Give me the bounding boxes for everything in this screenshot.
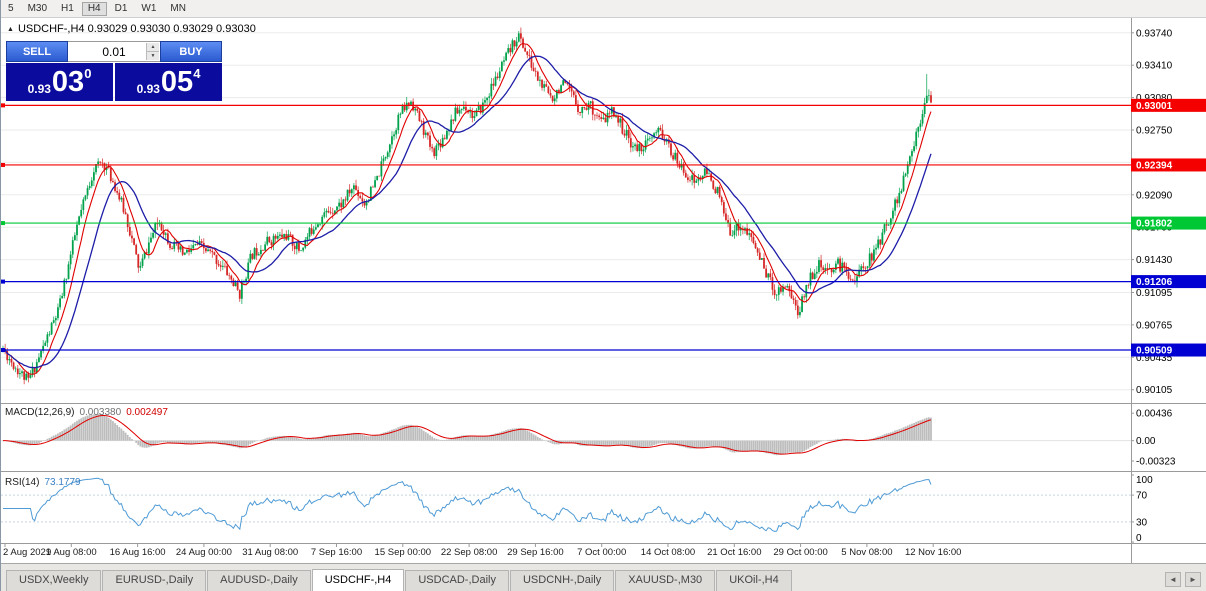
lot-size-value: 0.01 [102,44,126,59]
rsi-axis-label: 70 [1136,491,1148,502]
chart-area[interactable]: 0.937400.934100.930800.927500.924200.920… [1,18,1206,563]
symbol-tab-ukoil-h4[interactable]: UKOil-,H4 [716,570,792,591]
rsi-label: RSI(14) 73.1779 [5,477,81,488]
hline-handle[interactable] [1,279,5,284]
buy-price-prefix: 0.93 [136,82,160,96]
tab-scroll-right-icon[interactable]: ► [1185,572,1201,587]
symbol-tab-xauusd-m30[interactable]: XAUUSD-,M30 [615,570,716,591]
price-tick-label: 0.90765 [1136,320,1173,331]
price-badge-label: 0.90509 [1136,346,1173,357]
macd-histogram [4,413,932,456]
sell-price-point: 0 [84,66,92,81]
sell-price-prefix: 0.93 [27,82,51,96]
date-label: 24 Aug 00:00 [176,547,232,558]
tf-button-M30[interactable]: M30 [27,2,48,14]
macd-axis-label: 0.00 [1136,436,1156,447]
price-tick-label: 0.91095 [1136,288,1173,299]
price-tick-label: 0.92750 [1136,126,1173,137]
chart-title: ▲ USDCHF-,H4 0.93029 0.93030 0.93029 0.9… [7,23,256,35]
symbol-tabbar: USDX,Weekly EURUSD-,Daily AUDUSD-,Daily USD… [1,563,1206,591]
date-label: 7 Oct 00:00 [577,547,626,558]
price-tick-label: 0.91430 [1136,255,1173,266]
rsi-axis-label: 0 [1136,533,1142,544]
price-badge-label: 0.93001 [1136,101,1173,112]
date-label: 29 Sep 16:00 [507,547,564,558]
tf-button-5[interactable]: 5 [8,2,14,14]
tf-button-W1[interactable]: W1 [141,2,157,14]
macd-signal-line [2,415,932,455]
price-tick-label: 0.93410 [1136,61,1173,72]
buy-button[interactable]: BUY [160,41,222,62]
symbol-tab-usdcad-daily[interactable]: USDCAD-,Daily [405,570,509,591]
date-label: 12 Nov 16:00 [905,547,962,558]
hline-handle[interactable] [1,221,5,226]
price-tick-label: 0.93080 [1136,93,1173,104]
chart-canvas[interactable]: 0.937400.934100.930800.927500.924200.920… [1,18,1206,563]
price-tick-label: 0.92090 [1136,190,1173,201]
timeframe-toolbar: 5 M30 H1 H4 D1 W1 MN [1,0,1206,18]
buy-price-point: 4 [193,66,201,81]
tab-scroll-buttons: ◄ ► [1165,572,1201,587]
rsi-axis-label: 30 [1136,517,1148,528]
date-label: 21 Oct 16:00 [707,547,761,558]
rsi-axis-label: 100 [1136,475,1153,486]
chart-title-text: USDCHF-,H4 0.93029 0.93030 0.93029 0.930… [17,23,256,35]
spinner-up-icon[interactable]: ▲ [147,43,159,52]
price-badge-label: 0.91206 [1136,277,1173,288]
tf-button-MN[interactable]: MN [170,2,186,14]
tf-button-H1[interactable]: H1 [61,2,74,14]
price-badge-0.92394 [1131,158,1206,172]
date-label: 9 Aug 08:00 [46,547,97,558]
rsi-line [3,477,932,532]
sell-price-display[interactable]: 0.93 03 0 [6,63,113,101]
price-badge-0.93001 [1131,98,1206,112]
collapse-panel-icon[interactable]: ▲ [7,25,14,33]
price-tick-label: 0.93740 [1136,28,1173,39]
spinner-down-icon[interactable]: ▼ [147,52,159,60]
price-badge-label: 0.91802 [1136,219,1173,230]
price-badge-0.90509 [1131,343,1206,357]
hline-handle[interactable] [1,348,5,353]
symbol-tab-usdcnh-daily[interactable]: USDCNH-,Daily [509,570,615,591]
date-label: 5 Nov 08:00 [841,547,892,558]
sell-price-pips: 03 [51,65,85,98]
sell-button[interactable]: SELL [6,41,68,62]
date-label: 14 Oct 08:00 [641,547,695,558]
date-label: 22 Sep 08:00 [441,547,498,558]
lot-size-input[interactable]: 0.01 ▲ ▼ [68,41,160,62]
symbol-tab-usdx-weekly[interactable]: USDX,Weekly [6,570,102,591]
date-label: 7 Sep 16:00 [311,547,362,558]
macd-axis-label: 0.00436 [1136,409,1173,420]
buy-price-display[interactable]: 0.93 05 4 [115,63,222,101]
date-label: 2 Aug 2021 [3,547,51,558]
symbol-tab-eurusd-daily[interactable]: EURUSD-,Daily [102,570,207,591]
price-tick-label: 0.90435 [1136,353,1173,364]
lot-spinner[interactable]: ▲ ▼ [146,43,159,60]
one-click-trading-panel[interactable]: SELL 0.01 ▲ ▼ BUY 0.93 03 0 0.93 05 4 [6,41,222,101]
tf-button-H4[interactable]: H4 [81,1,107,16]
ma-fast-line [2,42,932,375]
price-badge-0.91802 [1131,216,1206,230]
hline-handle[interactable] [1,162,5,167]
price-tick-label: 0.90105 [1136,385,1173,396]
tf-button-D1[interactable]: D1 [114,2,128,14]
date-label: 15 Sep 00:00 [375,547,432,558]
horizontal-level-lines [1,103,1131,353]
macd-axis-label: -0.00323 [1136,456,1176,467]
ma-slow-line [2,55,932,369]
tab-scroll-left-icon[interactable]: ◄ [1165,572,1181,587]
macd-label: MACD(12,26,9) 0.003380 0.002497 [5,407,168,418]
date-label: 31 Aug 08:00 [242,547,298,558]
symbol-tabbar-tabs: USDX,Weekly EURUSD-,Daily AUDUSD-,Daily USD… [6,569,793,591]
symbol-tab-usdchf-h4[interactable]: USDCHF-,H4 [311,569,405,591]
buy-price-pips: 05 [160,65,194,98]
price-badge-0.91206 [1131,275,1206,289]
symbol-tab-audusd-daily[interactable]: AUDUSD-,Daily [207,570,311,591]
date-label: 29 Oct 00:00 [773,547,827,558]
price-badge-label: 0.92394 [1136,160,1173,171]
date-label: 16 Aug 16:00 [110,547,166,558]
hline-handle[interactable] [1,103,5,108]
